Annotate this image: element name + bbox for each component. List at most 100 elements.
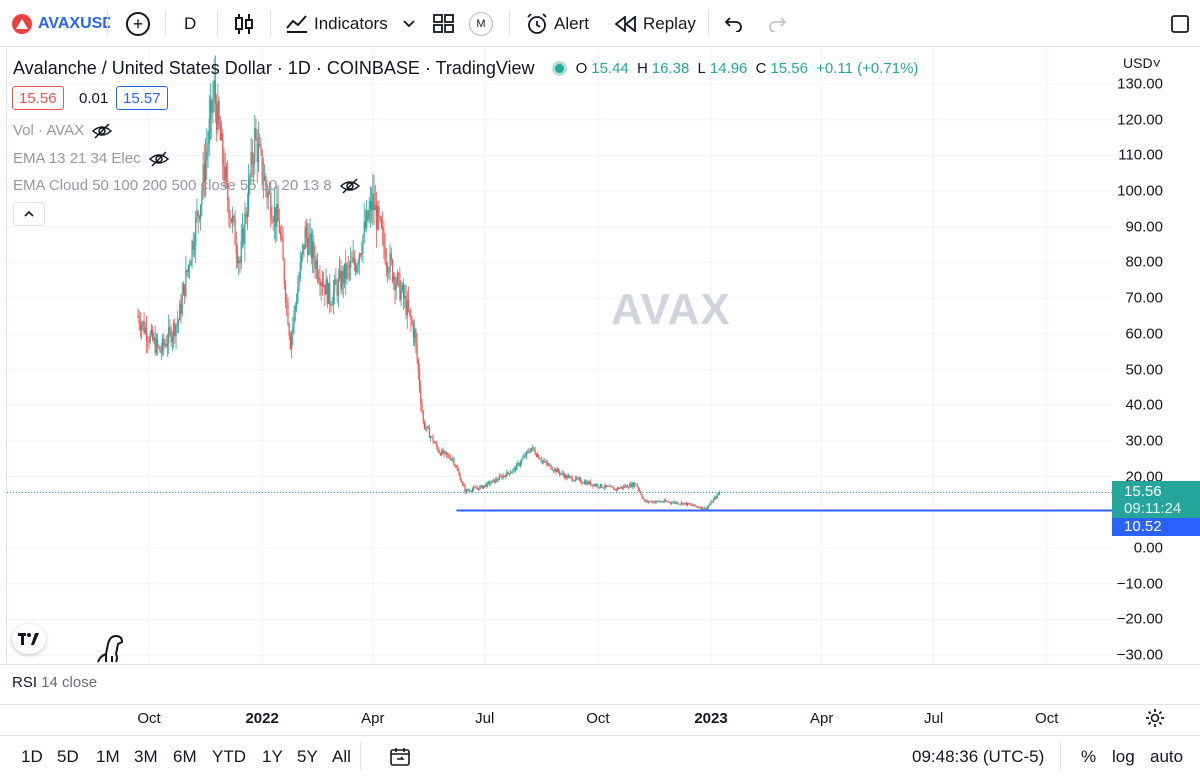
currency-selector[interactable]: USD˅: [1123, 55, 1161, 71]
candle-body: [513, 467, 515, 470]
indicators-button[interactable]: Indicators: [286, 0, 388, 47]
price-tick-label: 90.00: [1125, 218, 1163, 236]
dinosaur-icon[interactable]: [96, 632, 128, 664]
candle-body: [506, 471, 508, 477]
price-tick-label: 40.00: [1125, 396, 1163, 414]
goto-date-icon[interactable]: [389, 746, 411, 768]
range-button-6m[interactable]: 6M: [173, 747, 197, 766]
auto-scale-button[interactable]: auto: [1150, 747, 1184, 766]
time-axis[interactable]: [0, 704, 1200, 734]
log-scale-button[interactable]: log: [1112, 747, 1135, 766]
candle-body: [486, 482, 488, 487]
candle-body: [423, 422, 426, 428]
candle-body: [343, 263, 346, 284]
price-tick-label: 130.00: [1117, 75, 1163, 93]
interval-button[interactable]: D: [184, 0, 196, 47]
candle-body: [262, 178, 264, 181]
chart-pane[interactable]: [6, 48, 1200, 664]
indicator-volume[interactable]: Vol · AVAX: [13, 122, 113, 139]
undo-button[interactable]: [724, 0, 744, 47]
redo-button[interactable]: [767, 0, 787, 47]
range-button-1m[interactable]: 1M: [96, 747, 120, 766]
candle-body: [600, 484, 603, 488]
candle-body: [174, 323, 176, 337]
candle-body: [620, 486, 622, 488]
rsi-pane[interactable]: [0, 664, 1200, 704]
eye-hidden-icon[interactable]: [148, 150, 169, 167]
fullscreen-button[interactable]: [1170, 0, 1190, 47]
range-button-1y[interactable]: 1Y: [262, 747, 283, 766]
sell-button[interactable]: 15.56: [12, 86, 64, 110]
candle-body: [396, 273, 399, 284]
compare-add-button[interactable]: +: [126, 0, 150, 47]
candle-body: [259, 143, 261, 146]
candle-body: [570, 476, 572, 478]
candle-body: [474, 487, 476, 489]
candle-body: [448, 455, 450, 458]
candle-body: [255, 127, 257, 139]
candle-body: [375, 204, 378, 230]
candle-body: [150, 329, 153, 334]
layouts-button[interactable]: [433, 0, 455, 47]
candle-body: [469, 490, 471, 492]
candle-body: [295, 302, 298, 307]
eye-hidden-icon[interactable]: [92, 122, 113, 139]
collapse-legend-button[interactable]: [13, 202, 45, 226]
price-chart[interactable]: [0, 48, 1200, 664]
clock-time[interactable]: 09:48:36 (UTC-5): [912, 747, 1045, 766]
candle-body: [394, 276, 396, 290]
candle-body: [268, 192, 271, 194]
tradingview-logo-icon[interactable]: [12, 624, 46, 654]
candle-body: [254, 127, 256, 163]
candle-body: [575, 477, 577, 481]
m-button[interactable]: M: [469, 0, 493, 47]
percent-scale-button[interactable]: %: [1081, 747, 1097, 766]
candle-body: [369, 201, 371, 211]
range-button-ytd[interactable]: YTD: [212, 747, 246, 766]
candle-body: [309, 233, 311, 238]
chart-type-button[interactable]: [234, 0, 254, 47]
candle-body: [659, 501, 662, 503]
candle-body: [427, 426, 429, 429]
candle-body: [383, 230, 385, 247]
candle-body: [324, 284, 326, 295]
price-tick-label: 120.00: [1117, 111, 1163, 129]
settings-gear-icon[interactable]: [1145, 708, 1165, 728]
range-button-1d[interactable]: 1D: [21, 747, 43, 766]
range-button-all[interactable]: All: [332, 747, 351, 766]
candle-body: [544, 461, 546, 463]
candle-body: [705, 507, 707, 510]
range-button-3m[interactable]: 3M: [134, 747, 158, 766]
candle-body: [281, 235, 283, 240]
candle-body: [619, 487, 621, 489]
candle-body: [489, 482, 491, 485]
candle-body: [227, 179, 229, 201]
indicator-ema[interactable]: EMA 13 21 34 Elec: [13, 150, 169, 167]
range-button-5y[interactable]: 5Y: [297, 747, 318, 766]
close-value: 15.56: [770, 60, 808, 77]
symbol-search[interactable]: AVAXUSD: [12, 0, 110, 47]
candle-body: [716, 494, 718, 499]
candle-body: [653, 501, 656, 503]
candle-body: [186, 270, 188, 273]
candle-body: [159, 346, 161, 353]
rsi-legend[interactable]: RSI 14 close: [12, 674, 97, 691]
candle-body: [459, 474, 461, 481]
eye-hidden-icon[interactable]: [339, 177, 360, 194]
candle-body: [443, 451, 445, 454]
buy-button[interactable]: 15.57: [116, 86, 168, 110]
candle-body: [508, 473, 510, 475]
candle-body: [568, 476, 571, 477]
candle-body: [683, 503, 685, 505]
price-tick-label: 110.00: [1118, 146, 1163, 164]
candle-body: [204, 159, 207, 183]
alert-button[interactable]: Alert: [526, 0, 589, 47]
candle-body: [634, 483, 636, 487]
replay-button[interactable]: Replay: [615, 0, 696, 47]
candle-body: [310, 233, 312, 258]
open-value: 15.44: [591, 60, 629, 77]
candle-body: [468, 490, 470, 492]
indicators-dropdown[interactable]: [403, 0, 415, 47]
indicator-ema-cloud[interactable]: EMA Cloud 50 100 200 500 close 55 50 20 …: [13, 177, 360, 194]
range-button-5d[interactable]: 5D: [57, 747, 79, 766]
